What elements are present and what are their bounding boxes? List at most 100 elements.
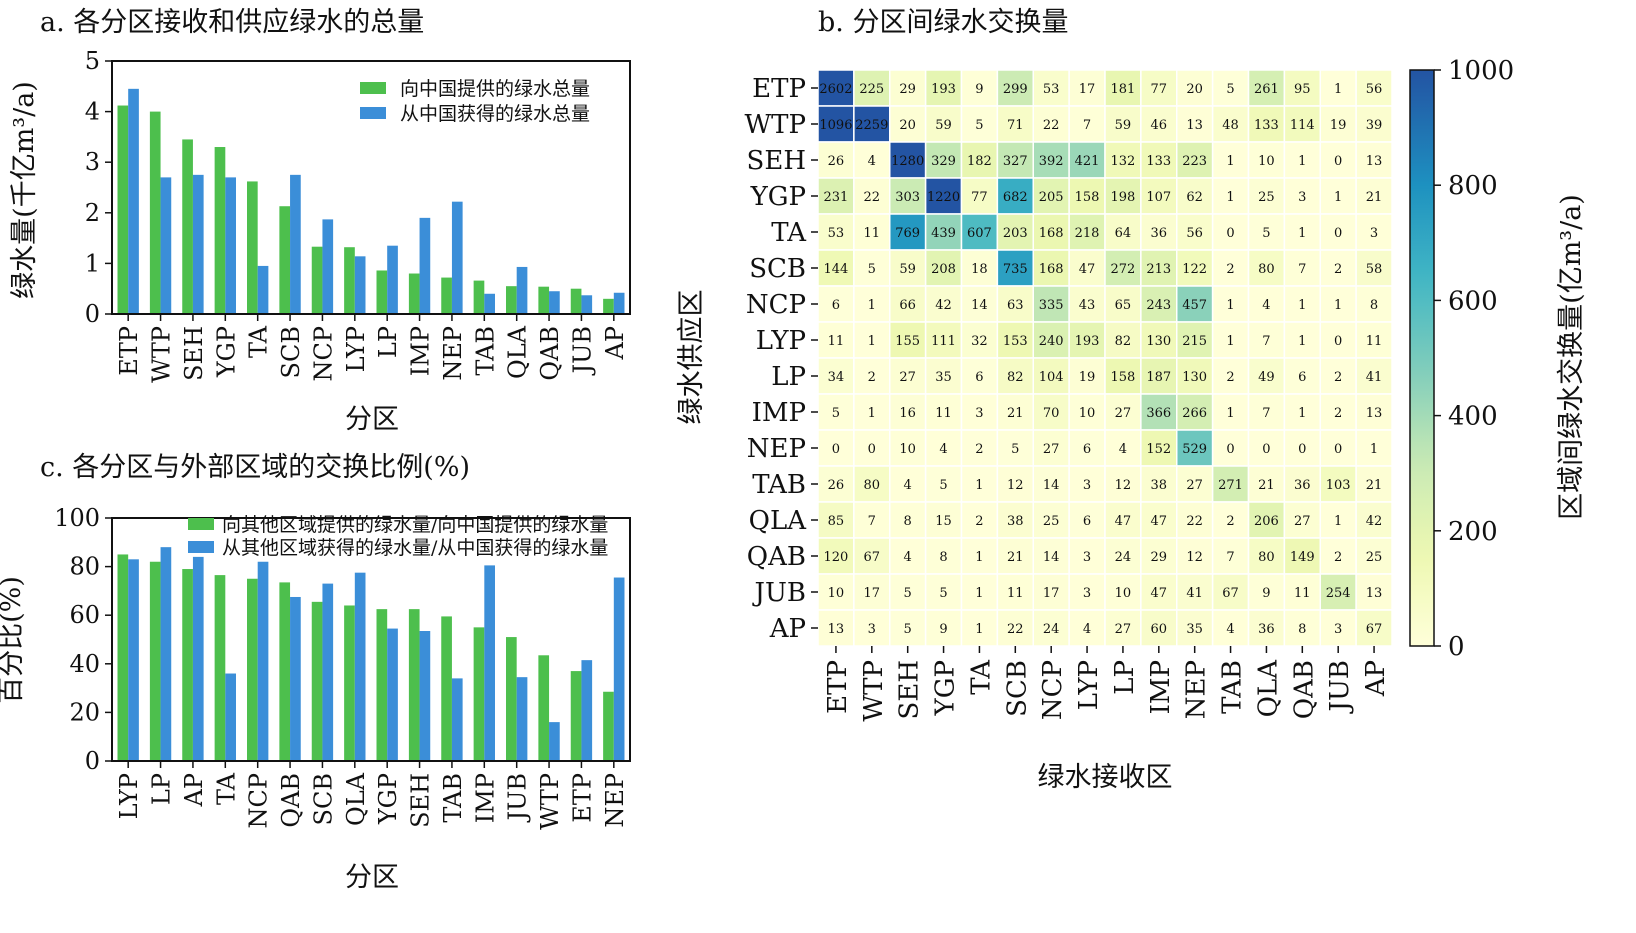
cell-value-wtp-lyp: 7 <box>1083 118 1091 133</box>
bar-receive-ncp <box>257 561 269 761</box>
col-label-ta: TA <box>966 659 996 695</box>
cell-value-nep-tab: 0 <box>1226 442 1234 457</box>
y-tick-label: 100 <box>54 504 100 532</box>
cell-value-lyp-ygp: 111 <box>931 334 956 349</box>
cell-value-jub-ncp: 17 <box>1043 586 1060 601</box>
cell-value-lp-ap: 41 <box>1366 370 1383 385</box>
cell-value-ncp-ap: 8 <box>1370 298 1378 313</box>
cell-value-jub-scb: 11 <box>1007 586 1024 601</box>
cell-value-jub-lp: 10 <box>1115 586 1132 601</box>
cell-imp-ncp <box>1032 393 1070 431</box>
panel-a-ylabel: 绿水量(千亿m³/a) <box>9 81 40 299</box>
x-tick-label-ta: TA <box>245 325 273 358</box>
cell-value-imp-ygp: 11 <box>935 406 952 421</box>
cell-ncp-ncp <box>1032 285 1070 323</box>
cell-tab-qla <box>1247 465 1286 503</box>
col-label-tab: TAB <box>1218 660 1248 714</box>
cell-value-ap-ygp: 9 <box>939 622 947 637</box>
cell-value-ncp-wtp: 1 <box>868 298 876 313</box>
bar-supply-wtp <box>538 655 550 761</box>
cell-value-jub-ta: 1 <box>975 586 983 601</box>
cell-value-qla-ta: 2 <box>975 514 983 529</box>
cell-value-ta-ta: 607 <box>967 226 992 241</box>
cell-value-ta-ncp: 168 <box>1039 226 1064 241</box>
cell-value-ta-qla: 5 <box>1262 226 1270 241</box>
cell-value-wtp-seh: 20 <box>899 118 916 133</box>
cell-value-lp-ncp: 104 <box>1039 370 1064 385</box>
cell-ta-ta <box>960 213 999 251</box>
cell-value-ncp-nep: 457 <box>1182 298 1207 313</box>
cell-value-tab-lp: 12 <box>1115 478 1132 493</box>
cell-value-ncp-lp: 65 <box>1115 298 1132 313</box>
cell-value-ta-etp: 53 <box>828 226 845 241</box>
cell-value-ap-ap: 67 <box>1366 622 1383 637</box>
y-tick-label: 40 <box>69 650 100 678</box>
cell-value-ap-tab: 4 <box>1226 622 1234 637</box>
cell-value-ta-tab: 0 <box>1226 226 1234 241</box>
panel-a-bars <box>117 88 625 314</box>
bar-receive-tab <box>451 678 463 761</box>
cell-value-lp-imp: 187 <box>1146 370 1171 385</box>
cell-value-wtp-ap: 39 <box>1366 118 1383 133</box>
cell-value-seh-wtp: 4 <box>868 154 876 169</box>
cell-value-ncp-ncp: 335 <box>1039 298 1064 313</box>
bar-receive-ygp <box>387 628 398 761</box>
cell-value-nep-jub: 0 <box>1334 442 1342 457</box>
cell-value-etp-imp: 77 <box>1151 82 1168 97</box>
cell-value-imp-ta: 3 <box>975 406 983 421</box>
row-label-lyp: LYP <box>756 326 806 356</box>
cell-value-wtp-ncp: 22 <box>1043 118 1060 133</box>
cell-value-qab-nep: 12 <box>1186 550 1203 565</box>
cell-wtp-imp <box>1140 105 1178 143</box>
cell-value-imp-etp: 5 <box>832 406 840 421</box>
bar-receive-etp <box>128 88 139 314</box>
bar-receive-imp <box>484 565 495 761</box>
cell-value-jub-ap: 13 <box>1366 586 1383 601</box>
cell-value-nep-qab: 0 <box>1298 442 1306 457</box>
col-label-etp: ETP <box>823 660 853 714</box>
bar-receive-qla <box>516 266 528 314</box>
cell-value-ta-imp: 36 <box>1151 226 1168 241</box>
cell-ap-wtp <box>853 609 891 647</box>
bar-supply-seh <box>182 139 193 314</box>
colorbar-tick-label: 600 <box>1448 286 1498 316</box>
cell-value-wtp-nep: 13 <box>1186 118 1203 133</box>
panel-b-heatmap: b. 分区间绿水交换量 绿水供应区 绿水接收区 2602 225 29 193 9 299… <box>676 7 1587 793</box>
x-tick-label-qla: QLA <box>504 325 532 379</box>
cell-value-scb-etp: 144 <box>824 262 849 277</box>
legend-swatch-supply <box>360 82 386 94</box>
cell-tab-seh <box>889 465 927 503</box>
cell-value-ap-wtp: 3 <box>868 622 876 637</box>
cell-value-tab-tab: 271 <box>1218 478 1243 493</box>
cell-value-nep-qla: 0 <box>1262 442 1270 457</box>
col-label-ygp: YGP <box>931 660 961 716</box>
panel-a-bar-chart: a. 各分区接收和供应绿水的总量 绿水量(千亿m³/a) 分区 0 1 2 3 4 5 ET… <box>9 7 631 435</box>
cell-tab-ncp <box>1032 465 1070 503</box>
cell-etp-ta <box>960 69 999 107</box>
cell-lyp-qab <box>1283 321 1322 359</box>
bar-supply-qla <box>506 286 517 314</box>
cell-value-lyp-lyp: 193 <box>1075 334 1100 349</box>
cell-scb-ap <box>1355 249 1393 287</box>
legend-swatch-receive <box>360 107 386 119</box>
cell-value-wtp-jub: 19 <box>1330 118 1347 133</box>
cell-lyp-etp <box>817 321 855 359</box>
cell-lyp-qla <box>1247 321 1286 359</box>
bar-receive-wtp <box>549 722 560 761</box>
cell-value-etp-qab: 95 <box>1294 82 1311 97</box>
cell-jub-ap <box>1355 573 1393 611</box>
cell-value-lyp-scb: 153 <box>1003 334 1028 349</box>
cell-value-scb-ygp: 208 <box>931 262 956 277</box>
y-tick-label: 60 <box>69 601 100 629</box>
x-tick-label-seh: SEH <box>407 773 435 828</box>
cell-value-ta-lp: 64 <box>1115 226 1132 241</box>
cell-value-qab-scb: 21 <box>1007 550 1024 565</box>
cell-value-lyp-qla: 7 <box>1262 334 1270 349</box>
row-label-ap: AP <box>769 614 806 644</box>
colorbar-tick-label: 0 <box>1448 632 1465 662</box>
cell-value-ta-nep: 56 <box>1186 226 1203 241</box>
cell-value-lp-qla: 49 <box>1258 370 1275 385</box>
row-label-ygp: YGP <box>750 182 806 212</box>
x-tick-label-etp: ETP <box>115 326 143 376</box>
cell-value-ncp-jub: 1 <box>1334 298 1342 313</box>
